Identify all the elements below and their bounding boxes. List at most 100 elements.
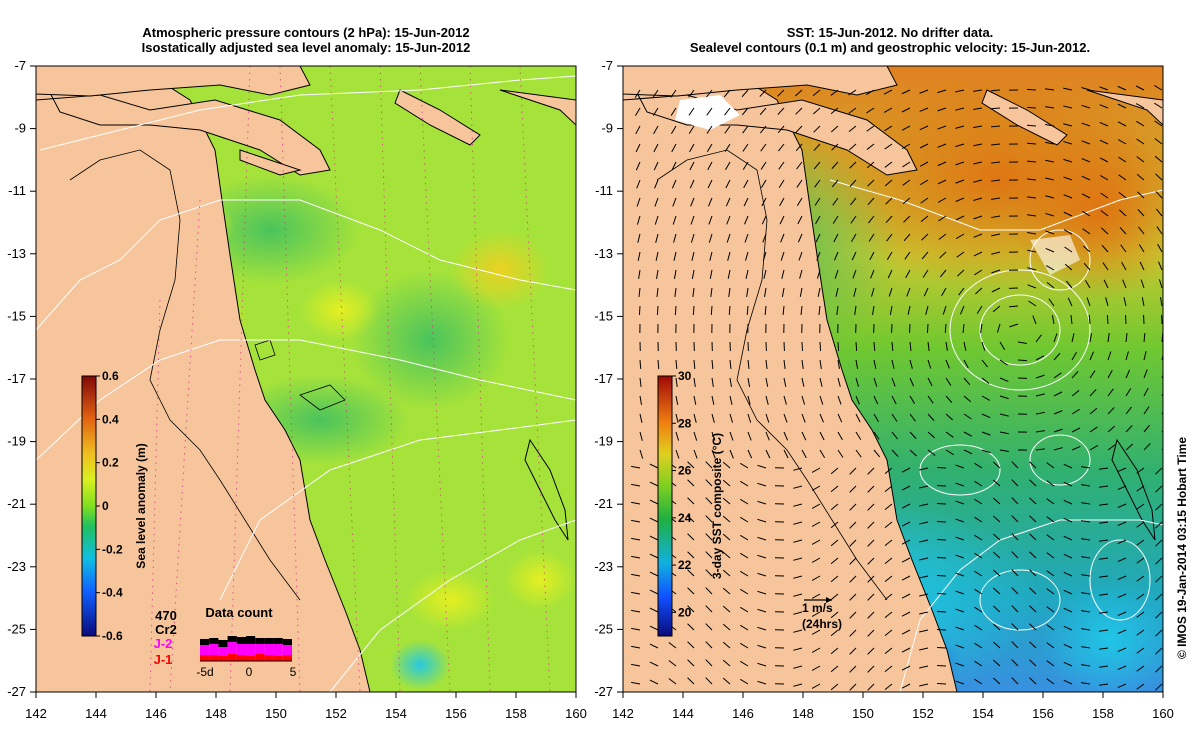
imos-credit: © IMOS 19-Jan-2014 03:15 Hobart Time: [1175, 437, 1189, 659]
velocity-vector: [1107, 315, 1108, 324]
y-tick-label: -15: [594, 308, 613, 323]
data-count-bar-segment: [228, 642, 237, 654]
colorbar-tick-label: 0.2: [102, 456, 119, 470]
velocity-vector: [856, 342, 857, 351]
data-count-bar-segment: [246, 656, 255, 661]
satellite-label-j1: J-1: [154, 652, 173, 667]
x-tick-label: 152: [912, 706, 934, 721]
sst-cool-region: [1040, 580, 1180, 700]
velocity-vector: [1027, 107, 1036, 108]
data-count-bar-segment: [218, 647, 227, 656]
satellite-label-cr2: Cr2: [155, 622, 177, 637]
x-tick-label: 148: [792, 706, 814, 721]
data-count-bar-segment: [209, 638, 218, 644]
data-count-bar-segment: [200, 645, 209, 655]
y-tick-label: -17: [594, 371, 613, 386]
x-tick-label: 156: [445, 706, 467, 721]
data-count-bar-segment: [264, 638, 273, 644]
data-count-bar-segment: [218, 640, 227, 647]
right-map: [620, 66, 1190, 700]
data-count-bar-segment: [255, 654, 264, 661]
velocity-vector: [937, 629, 946, 630]
data-count-bar-segment: [237, 644, 246, 655]
data-count-bar-segment: [283, 639, 292, 645]
colorbar-tick-label: 0: [102, 499, 109, 513]
left-title-line2: Isostatically adjusted sea level anomaly…: [142, 40, 471, 55]
y-tick-label: -13: [7, 246, 26, 261]
velocity-vector: [820, 342, 821, 351]
sla-high-anomaly: [405, 570, 495, 630]
velocity-vector: [937, 665, 946, 666]
x-tick-label: 144: [672, 706, 694, 721]
data-count-bar-segment: [237, 655, 246, 661]
y-tick-label: -9: [14, 121, 26, 136]
y-tick-label: -19: [7, 434, 26, 449]
velocity-vector: [639, 306, 640, 315]
colorbar-tick-label: 30: [678, 369, 692, 383]
x-tick-label: 146: [145, 706, 167, 721]
y-tick-label: -21: [594, 496, 613, 511]
velocity-vector: [693, 306, 694, 315]
velocity-vector: [937, 467, 946, 468]
data-count-title: Data count: [205, 605, 273, 620]
velocity-vector: [675, 306, 676, 315]
y-tick-label: -9: [601, 121, 613, 136]
y-tick-label: -23: [594, 559, 613, 574]
velocity-vector: [937, 683, 946, 684]
data-count-tick: 0: [246, 665, 253, 679]
data-count-bar-segment: [200, 639, 209, 645]
data-count-bar-segment: [246, 644, 255, 656]
y-tick-label: -11: [595, 183, 613, 198]
y-tick-label: -27: [594, 684, 613, 699]
y-tick-label: -19: [594, 434, 613, 449]
data-count-bar-segment: [264, 644, 273, 655]
sla-high-anomaly: [450, 230, 550, 310]
colorbar-tick-label: 26: [678, 464, 692, 478]
colorbar-tick-label: 20: [678, 605, 692, 619]
y-tick-label: -17: [7, 371, 26, 386]
velocity-vector: [1027, 89, 1036, 90]
data-count-bar-segment: [255, 644, 264, 654]
y-tick-label: -23: [7, 559, 26, 574]
data-count-tick: -5d: [196, 665, 213, 679]
x-tick-label: 144: [85, 706, 107, 721]
velocity-vector: [937, 611, 946, 612]
y-tick-label: -27: [7, 684, 26, 699]
sla-high-anomaly: [504, 550, 576, 610]
y-tick-label: -15: [7, 308, 26, 323]
x-tick-label: 158: [505, 706, 527, 721]
velocity-vector: [937, 539, 946, 540]
velocity-vector: [937, 503, 946, 504]
velocity-vector: [1125, 315, 1126, 324]
x-tick-label: 160: [1152, 706, 1174, 721]
y-tick-label: -13: [594, 246, 613, 261]
data-count-bar-segment: [209, 644, 218, 655]
x-tick-label: 154: [385, 706, 407, 721]
sst-colorbar: [658, 376, 672, 636]
velocity-scale-label: 1 m/s: [802, 601, 833, 615]
velocity-scale-sublabel: (24hrs): [802, 617, 842, 631]
left-title-line1: Atmospheric pressure contours (2 hPa): 1…: [142, 25, 469, 40]
y-tick-label: -21: [7, 496, 26, 511]
data-count-bar-segment: [264, 655, 273, 661]
data-count-tick: 5: [290, 665, 297, 679]
velocity-vector: [937, 557, 946, 558]
velocity-vector: [1027, 125, 1036, 126]
y-tick-label: -25: [7, 621, 26, 636]
velocity-vector: [937, 521, 946, 522]
data-count-bar-segment: [274, 644, 283, 656]
velocity-vector: [640, 360, 641, 369]
velocity-vector: [711, 306, 712, 315]
velocity-vector: [937, 647, 946, 648]
right-title-line1: SST: 15-Jun-2012. No drifter data.: [787, 25, 994, 40]
data-count-bar-segment: [200, 655, 209, 661]
data-count-bar-segment: [228, 654, 237, 661]
data-count-bar-segment: [237, 637, 246, 644]
x-tick-label: 150: [852, 706, 874, 721]
satellite-label-470: 470: [155, 608, 177, 623]
data-count-bar-segment: [246, 636, 255, 644]
velocity-vector: [927, 324, 928, 333]
colorbar-tick-label: 24: [678, 511, 692, 525]
colorbar-tick-label: 28: [678, 416, 692, 430]
